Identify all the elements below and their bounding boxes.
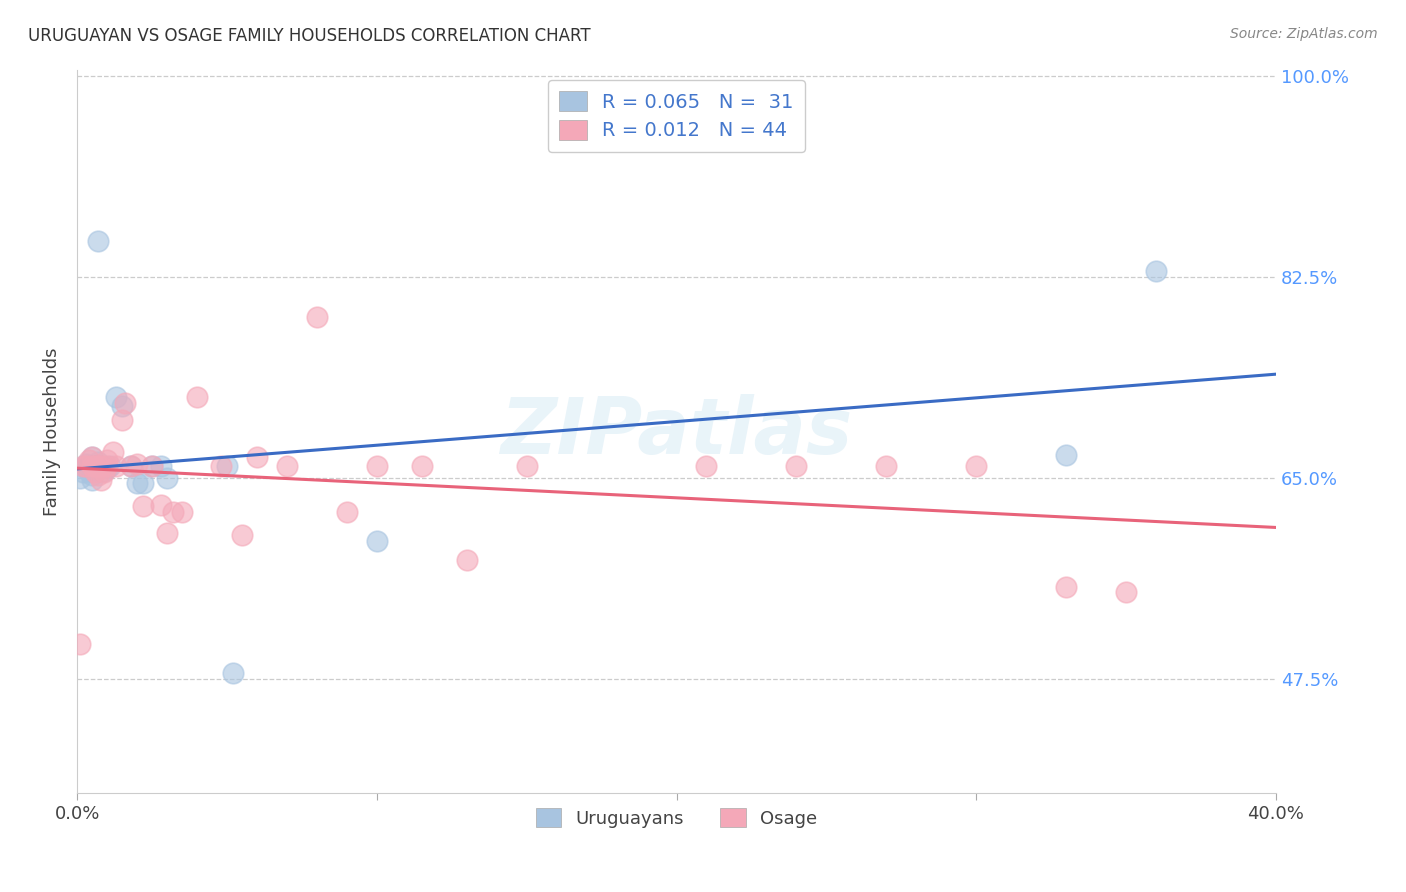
Point [77,464,100,478]
Point [75,459,97,474]
Point [156,525,179,540]
Point [80,450,103,464]
Point [231,528,253,542]
Point [222,665,245,680]
Text: URUGUAYAN VS OSAGE FAMILY HOUSEHOLDS CORRELATION CHART: URUGUAYAN VS OSAGE FAMILY HOUSEHOLDS COR… [28,27,591,45]
Point [170,505,193,519]
Point [77,453,100,467]
Point [1054,448,1077,462]
Point [150,459,173,474]
Point [90,473,112,487]
Point [132,476,155,491]
Point [111,400,134,414]
Point [125,476,148,491]
Point [965,459,987,474]
Point [516,459,538,474]
Point [215,459,238,474]
Point [246,450,269,464]
Point [96,453,118,467]
Point [1054,580,1077,594]
Point [93,464,115,478]
Point [84,465,107,479]
Point [69,637,91,651]
Point [93,465,115,479]
Point [80,468,103,483]
Point [84,459,107,474]
Point [98,459,121,474]
Point [90,459,112,474]
Point [305,310,328,324]
Point [141,459,163,474]
Point [209,459,232,474]
Point [785,459,807,474]
Point [456,553,478,567]
Point [87,468,110,483]
Legend: Uruguayans, Osage: Uruguayans, Osage [529,801,824,835]
Point [186,390,208,404]
Y-axis label: Family Households: Family Households [44,348,60,516]
Point [75,457,97,471]
Point [150,498,173,512]
Text: ZIPatlas: ZIPatlas [501,393,852,470]
Point [96,461,118,475]
Point [1144,264,1167,278]
Point [111,413,134,427]
Point [366,533,388,548]
Point [336,505,359,519]
Point [80,459,103,474]
Point [1115,585,1137,599]
Point [87,454,110,468]
Point [96,459,118,474]
Point [120,459,142,474]
Point [90,459,112,474]
Point [84,464,107,478]
Point [141,459,163,474]
Point [87,234,110,248]
Point [80,450,103,464]
Point [87,459,110,474]
Point [101,445,124,459]
Point [695,459,717,474]
Point [276,459,298,474]
Point [411,459,433,474]
Point [366,459,388,474]
Point [72,459,94,474]
Point [105,459,128,474]
Point [80,473,103,487]
Point [120,459,142,474]
Text: Source: ZipAtlas.com: Source: ZipAtlas.com [1230,27,1378,41]
Point [156,470,179,484]
Point [72,465,94,479]
Point [75,461,97,475]
Point [125,457,148,471]
Point [84,459,107,474]
Point [77,459,100,474]
Point [105,390,128,404]
Point [162,505,184,519]
Point [114,396,136,410]
Point [875,459,897,474]
Point [87,459,110,474]
Point [69,470,91,484]
Point [132,500,155,514]
